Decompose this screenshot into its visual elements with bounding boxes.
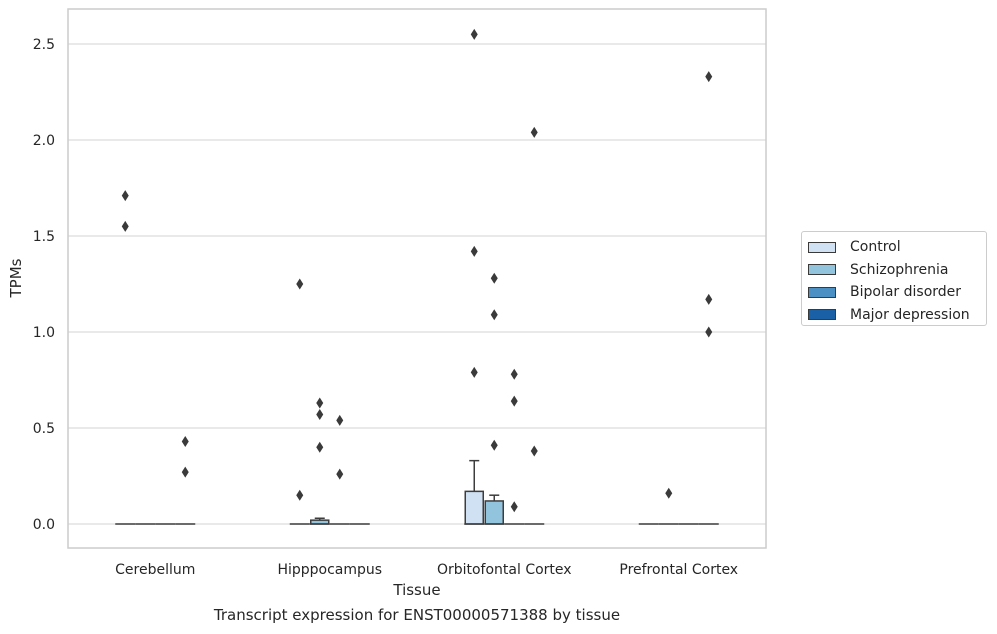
outlier-point xyxy=(705,326,713,338)
legend-label: Schizophrenia xyxy=(850,261,949,278)
box xyxy=(309,517,330,525)
legend-swatch xyxy=(808,264,836,276)
outlier-point xyxy=(705,293,713,305)
gridlines xyxy=(68,43,766,525)
outlier-point xyxy=(490,439,498,451)
outlier-point xyxy=(296,278,304,290)
x-tick-label: Orbitofontal Cortex xyxy=(437,562,572,578)
outlier-point xyxy=(510,501,518,513)
legend-item: Control xyxy=(808,236,986,259)
outlier-point xyxy=(121,190,129,202)
outlier-point xyxy=(181,435,189,447)
legend-label: Control xyxy=(850,239,901,256)
x-tick-label: Cerebellum xyxy=(115,562,195,578)
outlier-point xyxy=(316,409,324,421)
y-tick-label: 0.0 xyxy=(33,517,55,533)
outlier-point xyxy=(316,441,324,453)
legend-item: Major depression xyxy=(808,304,986,327)
plot-frame xyxy=(67,8,767,549)
y-tick-label: 2.5 xyxy=(33,37,55,53)
y-tick-label: 1.0 xyxy=(33,325,55,341)
outlier-point xyxy=(336,414,344,426)
x-tick-label: Prefrontal Cortex xyxy=(619,562,738,578)
legend-swatch xyxy=(808,286,836,298)
y-tick-label: 0.5 xyxy=(33,421,55,437)
box xyxy=(464,459,485,525)
outlier-point xyxy=(530,445,538,457)
outlier-point xyxy=(181,466,189,478)
outlier-point xyxy=(490,309,498,321)
legend-swatch xyxy=(808,309,836,321)
legend-item: Bipolar disorder xyxy=(808,281,986,304)
y-axis-ticks: 0.0 0.5 1.0 1.5 2.0 2.5 xyxy=(33,37,55,533)
x-axis-label: Tissue xyxy=(392,581,440,599)
box xyxy=(484,494,505,525)
legend-label: Major depression xyxy=(850,306,970,323)
outlier-point xyxy=(705,71,713,83)
outlier-point xyxy=(530,126,538,138)
outlier-point xyxy=(490,272,498,284)
outlier-point xyxy=(316,397,324,409)
outlier-point xyxy=(665,487,673,499)
outlier-point xyxy=(296,489,304,501)
outlier-point xyxy=(510,395,518,407)
y-axis-label: TPMs xyxy=(7,258,25,298)
outlier-point xyxy=(121,220,129,232)
legend: Control Schizophrenia Bipolar disorder Majo… xyxy=(801,231,987,326)
outlier-point xyxy=(470,245,478,257)
outlier-point xyxy=(470,28,478,40)
y-tick-label: 2.0 xyxy=(33,133,55,149)
box-body xyxy=(484,500,504,525)
box-body xyxy=(464,490,484,525)
x-axis-ticks: Cerebellum Hipppocampus Orbitofontal Corte… xyxy=(115,562,738,578)
outlier-point xyxy=(470,366,478,378)
legend-label: Bipolar disorder xyxy=(850,284,962,301)
outlier-point xyxy=(336,468,344,480)
chart-caption: Transcript expression for ENST0000057138… xyxy=(213,606,621,624)
boxes xyxy=(115,459,719,525)
outlier-point xyxy=(510,368,518,380)
x-tick-label: Hipppocampus xyxy=(277,562,382,578)
y-tick-label: 1.5 xyxy=(33,229,55,245)
outliers xyxy=(121,28,713,513)
legend-item: Schizophrenia xyxy=(808,259,986,282)
legend-swatch xyxy=(808,241,836,253)
